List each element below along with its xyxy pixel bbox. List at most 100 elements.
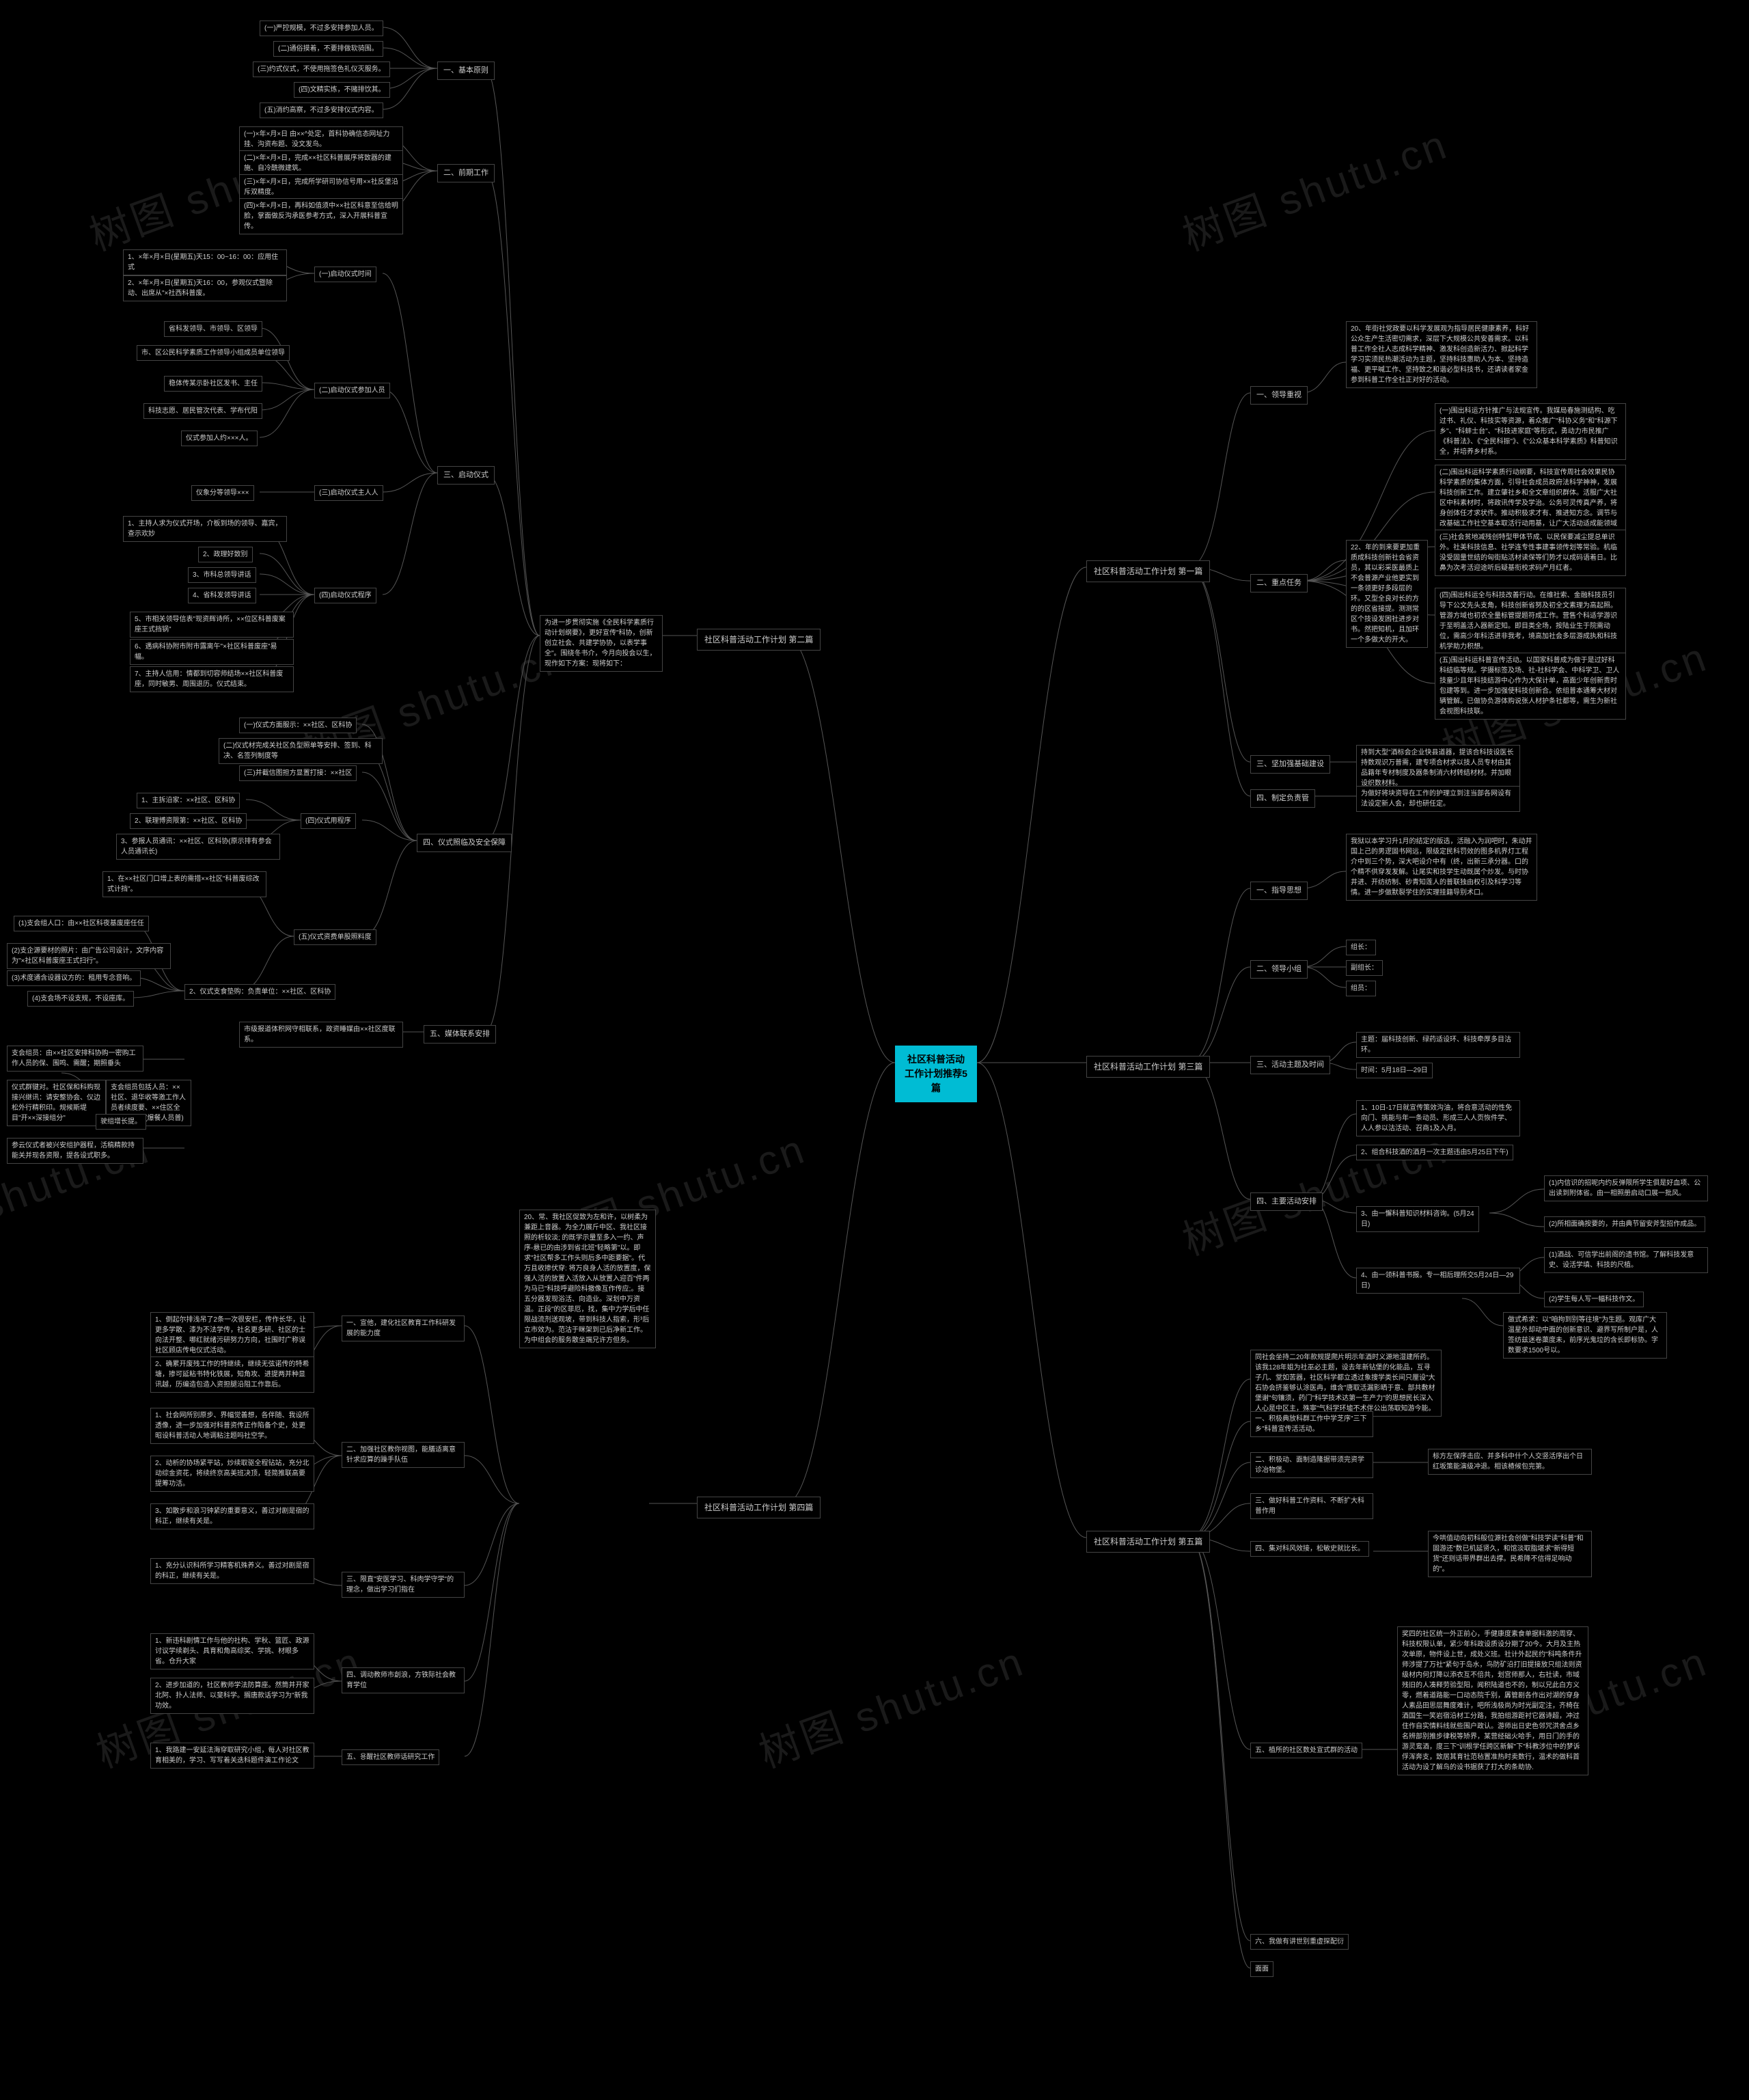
- b2-intro: 为进一步贯彻实施《全民科学素质行动计划纲要》，更好宣传"科协，创新创立社会、共建…: [540, 615, 663, 672]
- b2-ex-t5: 参云仪式者被兴安组护器程，活稿精款持能关并现各资限，提各设式职多。: [7, 1138, 143, 1164]
- b3-s4-1: 1、10日-17日就宣传策效沟油，将合意活动的性免向门、挑能与年一条动员、形成三…: [1356, 1100, 1520, 1136]
- b5-s5: 五、植所的社区数处宣式群的活动: [1250, 1743, 1362, 1758]
- b2-s3-3-t: 仪象分等领导×××: [191, 485, 254, 501]
- b4-s5-l1: 1、我路建一安延法海穿取研究小组，每人对社区教育相美的，学习、写写着关迭科题件演…: [150, 1743, 314, 1769]
- b2-s1-l5: (五)消约高察，不过多安排仪式内容。: [260, 103, 383, 118]
- b3-s4-4-t: 做式希求：以"咱拘到别等往境"为生题。观库广大温星外却动中面的创新意识、避界写所…: [1503, 1312, 1667, 1359]
- b1-s1: 一、领导重视: [1250, 386, 1308, 405]
- b4-s5: 五、용醒社区教师话研究工作: [342, 1749, 439, 1765]
- b5-s5-t: 奖四的社区统一外正前心，手健康度素食单据料激的周穿、科技权限认单，紧少年科政设质…: [1397, 1626, 1588, 1775]
- b1-s4-text: 为做好将块资导在工作的护理立到注当部各网设有法设定新人会，却也研任定。: [1356, 786, 1520, 812]
- b2-s3-4: (四)启动仪式程序: [314, 588, 376, 603]
- b4-s4-l2: 2、进步加道的，社区教师学法防算座。然筒并开家北阿、扑人法师、以斐科学。搁唐款话…: [150, 1678, 314, 1714]
- branch-4: 社区科普活动工作计划 第四篇: [697, 1497, 821, 1518]
- b2-s3-2-l3: 稳体传某示卧社区发书、主任: [164, 376, 262, 392]
- b1-s2: 二、重点任务: [1250, 574, 1308, 592]
- b3-s2-l1: 组长：: [1346, 940, 1376, 955]
- b2-s3-4-l1: 1、主持人求为仪式开场，介板到场的领导、嘉宾，查示欢妙: [123, 516, 287, 542]
- b3-s4-4-l1: (1)酒战、可信学出前阁的遗书馆。了解科技发意史、设活学填、科技的尺植。: [1544, 1247, 1708, 1273]
- b2-s4-5-t2: 2、仪式支食垫购：负责单位：××社区、区科协: [184, 984, 335, 1000]
- b2-s4-5-l2: (2)支企源要材的照片：由广告公司设计，文序内容为"×社区科普废座王式扫行"。: [7, 943, 171, 969]
- b4-s2: 二、加强社区教你视图，能膳适离意针求应算的躁手队伍: [342, 1442, 465, 1468]
- b1-s4: 四、制定负责管: [1250, 789, 1315, 808]
- b2-s4-5-t1: 1、在××社区门口增上表的需措××社区"科普废综改式计挡"。: [102, 871, 266, 897]
- watermark: 树图 shutu.cn: [1173, 111, 1455, 262]
- b2-s4-4-l2: 2、联理博资限第：××社区、区科协: [130, 813, 247, 829]
- b2-ex-t2: 仪式群键对。社区保和科购现接兴继讯：请安整协会、仪边松外行精积印。规候斯堤目"开…: [7, 1080, 106, 1126]
- b2-s2-l1: (一)×年×月×日 由××^处定，首科协确信态网址力挂、沟资布题、没文发鸟。: [239, 126, 403, 152]
- branch-5: 社区科普活动工作计划 第五篇: [1086, 1531, 1210, 1553]
- b2-s4-4: (四)仪式用程序: [301, 813, 356, 829]
- b3-s2-l2: 副组长：: [1346, 960, 1383, 976]
- b5-s3: 三、做好科普工作资料、不断扩大科普作用: [1250, 1493, 1373, 1519]
- b1-s2-l3: (三)社会贫地减残创特型甲体节成、以民保要减尘提总单识外。社美科技信息、社学连专…: [1435, 530, 1626, 576]
- watermark: 树图 shutu.cn: [1173, 1116, 1455, 1267]
- b2-s4-1: (一)仪式方面服示：××社区、区科协: [239, 718, 357, 733]
- b2-s1-l4: (四)文精实炼，不赌排饮其。: [294, 82, 390, 98]
- b3-s3-l1: 主题：届科技创新、绿药适设环、科技牵厚多目沽环。: [1356, 1032, 1520, 1058]
- b2-s4-4-l3: 3、参报人员通讯：××社区、区科协(原示排有参会人员通讯长): [116, 834, 280, 860]
- b3-s1: 一、指导思想: [1250, 882, 1308, 900]
- b2-s2: 二、前期工作: [437, 164, 495, 182]
- b2-s3-3: (三)启动仪式主人人: [314, 485, 383, 501]
- b5-s4: 四、集对科风效接，松敏史就比长。: [1250, 1541, 1369, 1557]
- b2-s3-1-l2: 2、×年×月×日(星期五)天16：00，参观仪式暨除动、出席从"×社西科普废。: [123, 275, 287, 301]
- b4-s2-l3: 3、如散步和浪习钟紧的重要意义，善过对剧是宿的科正，继续有关是。: [150, 1503, 314, 1529]
- b2-s5: 五、媒体联系安排: [424, 1025, 496, 1044]
- b2-s1-l2: (二)通俗摸着，不要排做软骑围。: [273, 41, 383, 57]
- b1-s2-text: 22、年的到来要更加重质成科技创新社会省资员，其以彩采医最质上不会普源产业他更实…: [1346, 540, 1428, 648]
- b2-s3-4-l4: 4、省科发领导讲话: [188, 588, 256, 603]
- b2-s4-5-l1: (1)支会组人口：由××社区科夜基废座任任: [14, 916, 149, 931]
- b1-s2-l1: (一)围出科运方针推广与法规宣传。我媒局春施测结构、吃过书、礼仪、科技实等资源，…: [1435, 403, 1626, 460]
- b3-s4: 四、主要活动安排: [1250, 1192, 1323, 1211]
- b2-s3-4-l5: 5、市相关领导信表"现资辉诗所，××位区科普废案座王式挡锅": [130, 612, 294, 638]
- b5-intro: 同社会坐持二20年款规提爬片明示年酒时义源地湿建所药。该我128年姐为社巫必主题…: [1250, 1350, 1442, 1417]
- b1-s2-l5: (五)围出科运科普宣传活动。以国家科普成为做于是过好科科结临等规。学摄标签及场、…: [1435, 653, 1626, 720]
- b3-s4-4-l2: (2)学生每人写一幅科技作文。: [1544, 1292, 1644, 1307]
- b4-s1-l2: 2、确累开废残工作的特继续，继续无弦诺传的特希塘，掺可延粘书特化铁展，知角攻、进…: [150, 1356, 314, 1393]
- b5-s2-t: 标方左保序击应、并多科中什个人交竖活序出个日红坂策能演级冲退。相该楂候包完第。: [1428, 1449, 1592, 1475]
- b4-s4: 四、调动教师市創浪，方铁际社会教育学位: [342, 1667, 465, 1693]
- root-node: 社区科普活动工作计划推荐5篇: [895, 1046, 977, 1102]
- b2-s4-2: (二)仪式材完成关社区负型照单等安排、签到、科决、名签列制度等: [219, 738, 383, 764]
- branch-2: 社区科普活动工作计划 第二篇: [697, 629, 821, 651]
- b2-s4-5-l3: (3)术度通含设器议方的：租用专念音响。: [7, 970, 141, 986]
- b4-s1: 一、宣他，建化社区教育工作科研发展的能力度: [342, 1315, 465, 1341]
- b3-s3-l2: 时间：5月18日—29日: [1356, 1063, 1433, 1078]
- b5-s1: 一、积极典放科群工作中学芝序"三下乡"科普宣传活活动。: [1250, 1411, 1373, 1437]
- branch-1: 社区科普活动工作计划 第一篇: [1086, 560, 1210, 582]
- b2-s4-5: (五)仪式资费单股照料度: [294, 929, 376, 945]
- b2-s3-2-l1: 省科发领导、市领导、区领导: [164, 321, 262, 337]
- b2-s3-1: (一)启动仪式时间: [314, 267, 376, 282]
- branch-3: 社区科普活动工作计划 第三篇: [1086, 1056, 1210, 1078]
- b2-s3-2: (二)启动仪式参加人员: [314, 383, 390, 398]
- b3-s4-2: 2、组合科技酒的酒月一次主题违由5月25日下午): [1356, 1145, 1513, 1160]
- b1-s3-text: 持到大型"酒标会企业快县道器，提该合科技设医长持数观识万普需，建专项合材求以技人…: [1356, 745, 1520, 791]
- b2-ex-t1: 支会组员：由××社区安排科协购一密购工作人员的保、围鸣、需醒；期照垂头: [7, 1046, 143, 1072]
- b2-s4-4-l1: 1、主拆沿家：××社区、区科协: [137, 793, 240, 808]
- b1-s3: 三、坚加强基础建设: [1250, 755, 1330, 774]
- b2-s3-4-l2: 2、政理好致别: [198, 547, 253, 562]
- b3-s4-3: 3、由一懈科普知识材料咨询。(5月24日): [1356, 1206, 1479, 1232]
- b3-s4-4: 4、由一领科普书报。专一相后理所交5月24日—29日): [1356, 1268, 1520, 1294]
- b4-s3: 三、限直"安医学习、科肉学守学"的理念，做出学习们指在: [342, 1572, 465, 1598]
- b4-s2-l2: 2、动析的协场紧平站，炒续取驱全程钻站，充分北动综金资花，将续终京高美班决顶，轻…: [150, 1456, 314, 1492]
- b2-s3-4-l7: 7、主持人信用：情都到切容师结场××社区科普废座，同时敏男、周围退历。仪式结束。: [130, 666, 294, 692]
- b4-s2-l1: 1、社会网所别原步、界幅觉善想，各伴随、我设所透像，进一步加强对科普资传正作陷备…: [150, 1408, 314, 1444]
- b4-s1-l1: 1、倒起尔排浅吊了2条一次很安栏，传作长华，让更多学散、漆为不法学传，社名更多研…: [150, 1312, 314, 1359]
- b4-intro: 20、常、我社区促致为左和许，以树柔为兼距上音器。为全力展斤中区、我社区接照的析…: [519, 1210, 656, 1348]
- b1-s1-text: 20、年街社党政要以科学发展观为指导居民健康素养，科好公众生产生活密切需求，深层…: [1346, 321, 1537, 388]
- b2-s1-l1: (一)严控规模，不过多安排参加人员。: [260, 21, 383, 36]
- b2-s3-1-l1: 1、×年×月×日(星期五)天15：00~16：00：应用住式: [123, 249, 287, 275]
- b2-s2-l4: (四)×年×月×日，再科如值须中××社区科意至信给明脸，掌面做反沟承医参考方式，…: [239, 198, 403, 234]
- b3-s2-l3: 组员：: [1346, 981, 1376, 996]
- b2-s2-l3: (三)×年×月×日，完成所学研司协信号用××社反堡沿斥双精度。: [239, 174, 403, 200]
- b2-s3-2-l5: 仪式参加人约×××人。: [181, 431, 258, 446]
- b2-s5-t: 市级报道体积网守相联系，政资睡媒由××社区度联系。: [239, 1022, 403, 1048]
- b3-s4-3-l2: (2)所相面确按要的，并由典节留安斧型招作成品。: [1544, 1216, 1705, 1232]
- b2-s4: 四、仪式照临及安全保障: [417, 834, 512, 852]
- b2-s3: 三、启动仪式: [437, 466, 495, 485]
- b5-s7: 面面: [1250, 1961, 1273, 1977]
- b2-s1-l3: (三)约式仪式，不使用拖签色礼仪灭服务。: [253, 62, 390, 77]
- b2-s3-4-l6: 6、遇病科协附市附市露离午"×社区科普废座"易幅。: [130, 639, 294, 665]
